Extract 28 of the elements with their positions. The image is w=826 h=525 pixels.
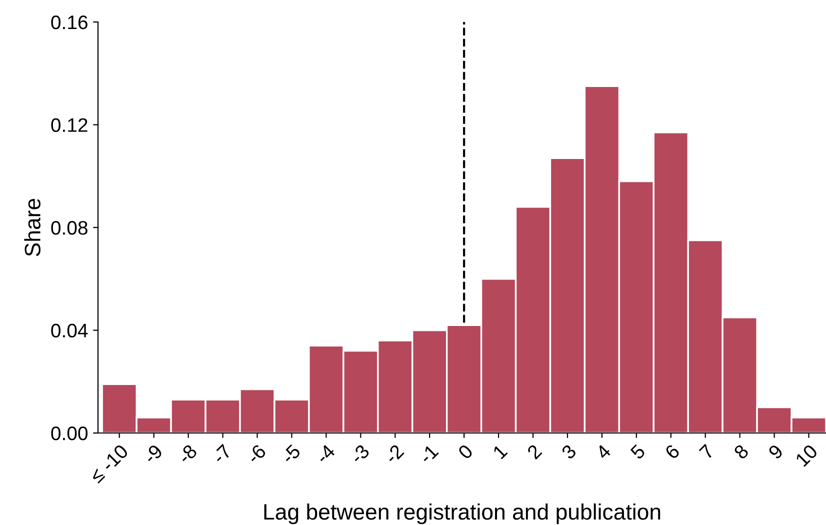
x-tick-label: 9 [768,444,784,460]
y-tick-label: 0.08 [51,220,88,235]
y-axis-title: Share [24,198,40,256]
x-tick-label: -2 [384,444,404,464]
x-tick-label: 1 [492,444,508,460]
y-tick-label: 0.12 [51,118,88,132]
x-tick-label: 10 [794,444,818,468]
x-tick-label: -7 [212,444,232,464]
x-tick-label: 3 [560,444,577,460]
x-tick-label: -8 [177,444,198,464]
x-tick-label: ≤ -10 [88,444,129,484]
x-axis-title: Lag between registration and publication [264,503,660,524]
y-tick-label: 0.04 [51,324,88,338]
x-tick-label: -9 [142,444,164,464]
x-tick-label: -1 [418,444,439,464]
y-tick-label: 0.16 [51,15,88,30]
y-tick-label: 0.00 [51,426,88,440]
x-tick-label: 2 [526,444,542,460]
x-tick-label: 6 [664,444,680,460]
x-tick-label: -3 [349,444,370,464]
x-tick-label: -6 [246,444,267,464]
x-tick-label: 4 [595,444,612,460]
x-tick-label: 5 [630,444,646,460]
x-tick-label: 8 [733,444,750,460]
x-tick-label: 0 [457,444,474,460]
x-tick-label: 7 [698,444,715,460]
x-tick-label: -4 [315,444,336,464]
x-tick-label: -5 [280,444,302,464]
